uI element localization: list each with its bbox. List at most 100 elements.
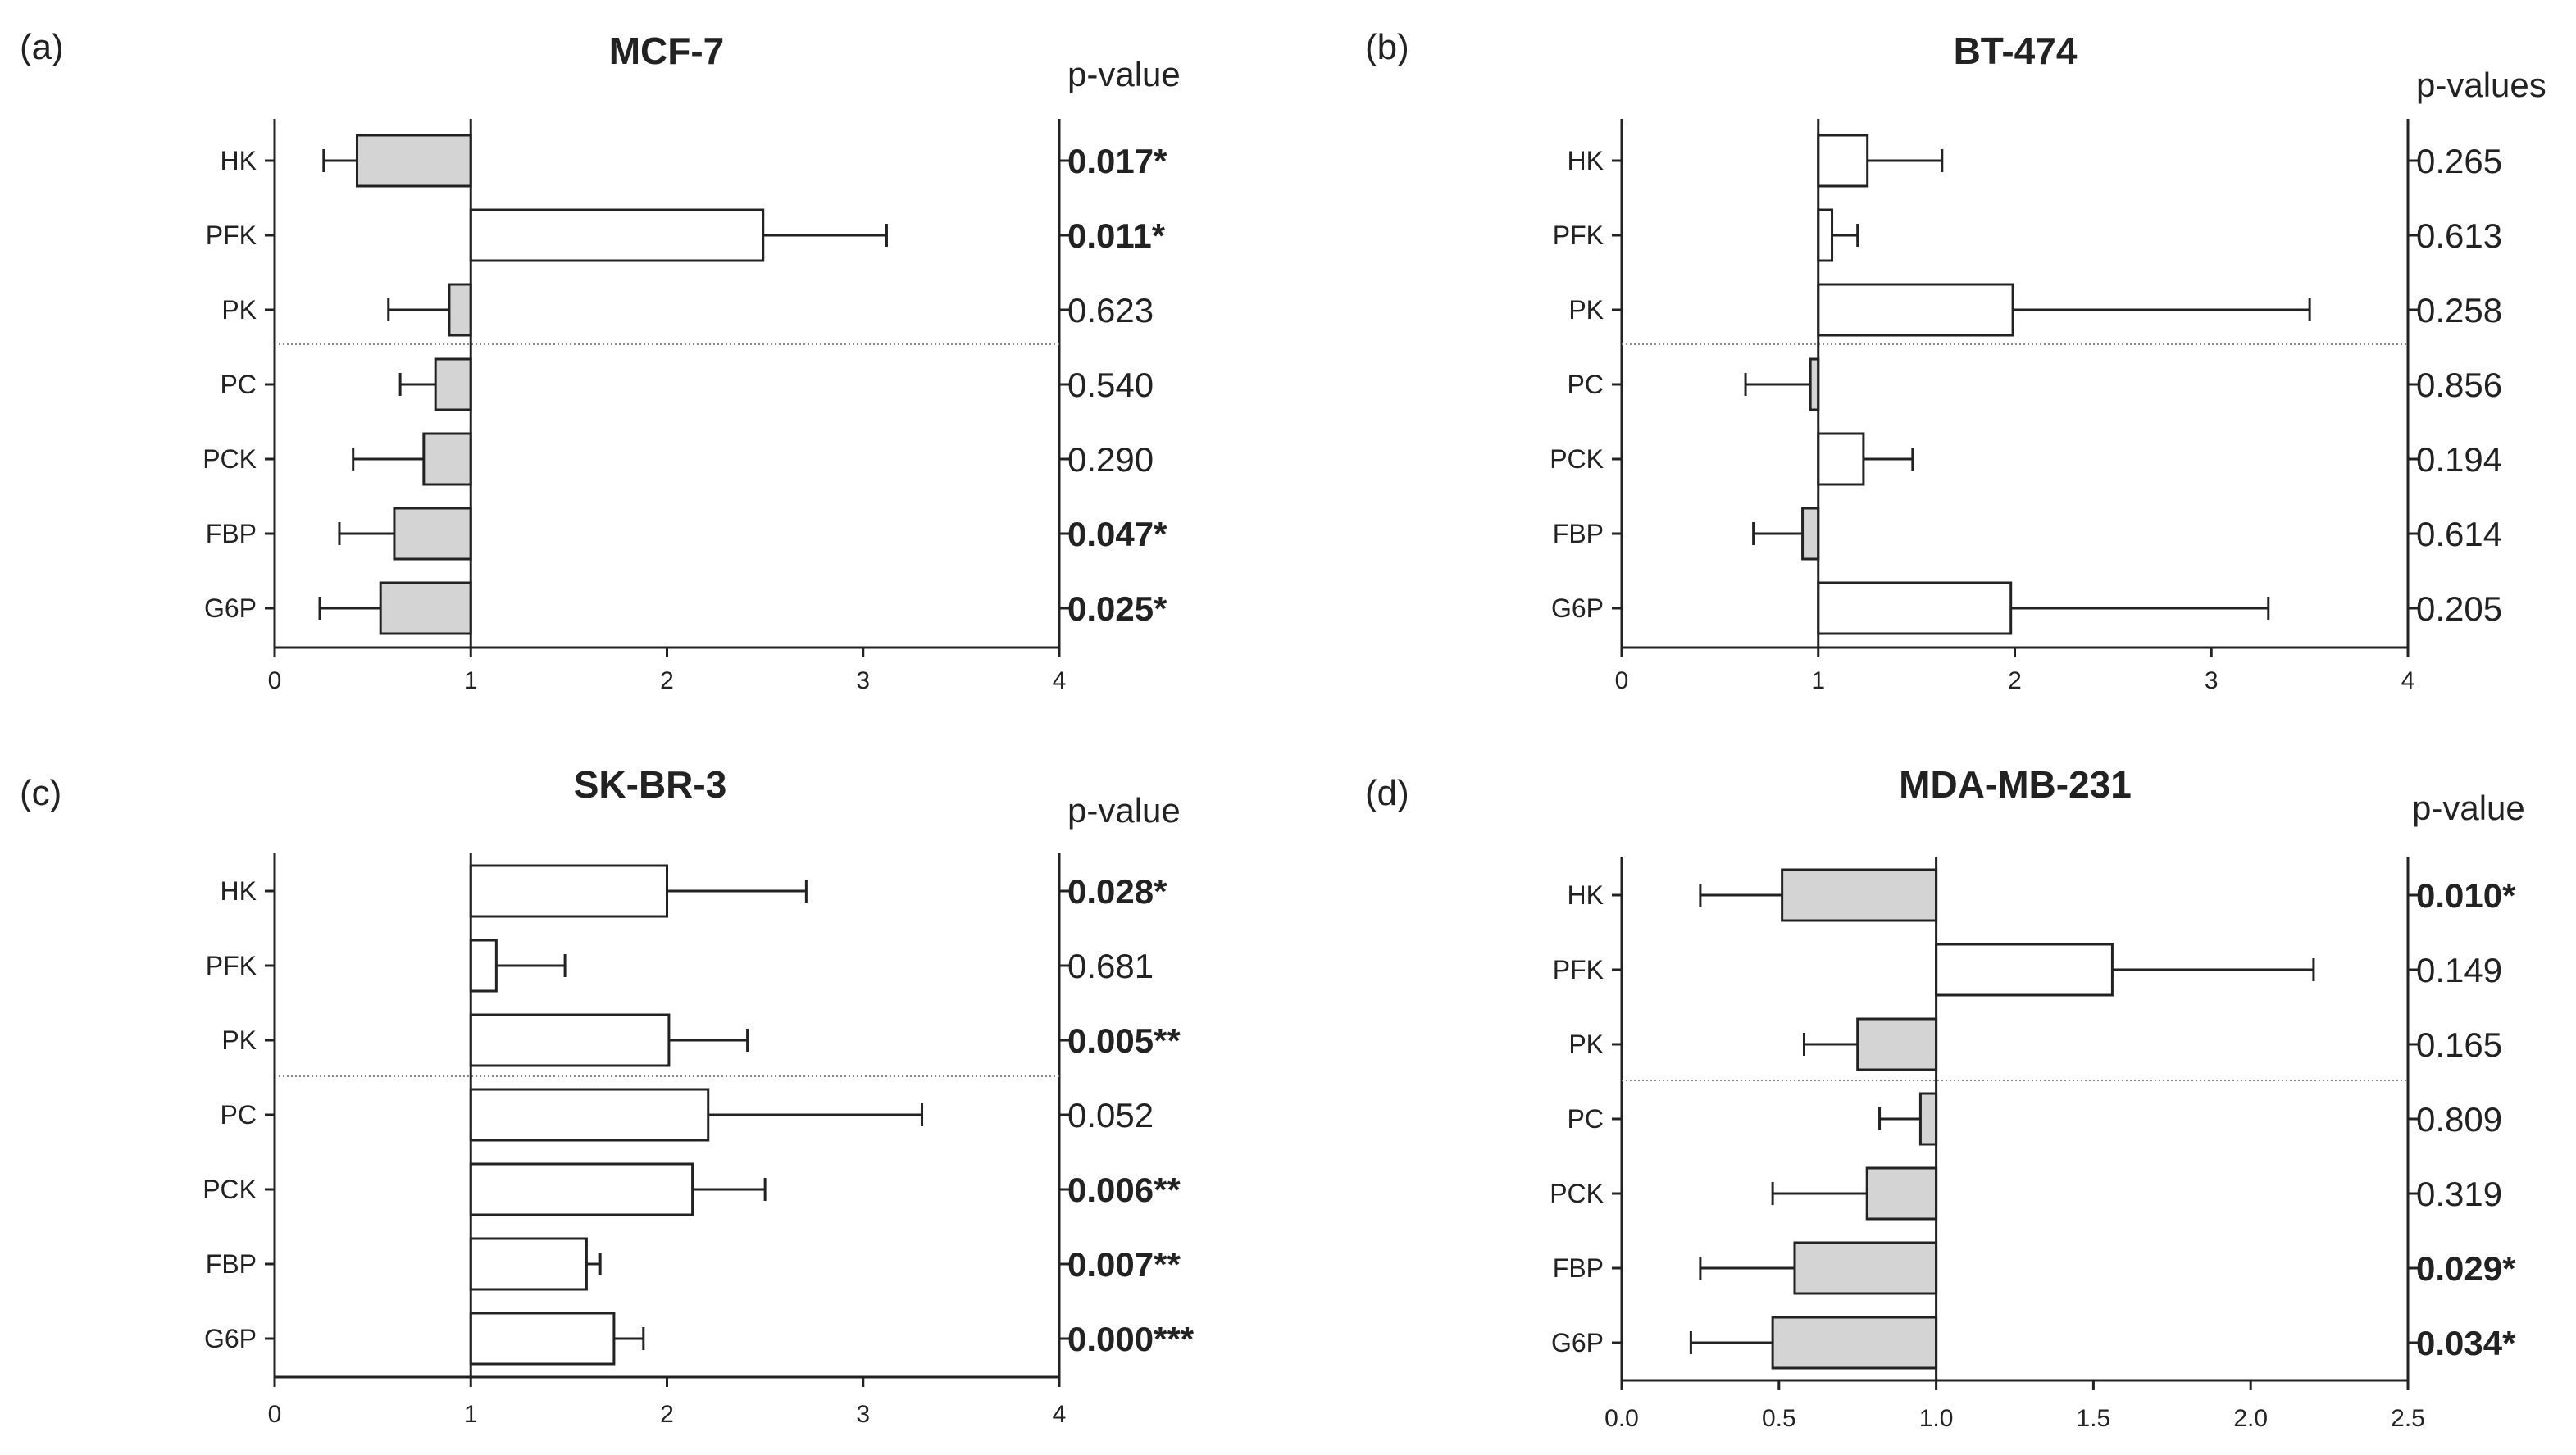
pvalue-pk: 0.623	[1067, 291, 1154, 330]
category-label-pk: PK	[221, 295, 257, 325]
category-label-pfk: PFK	[1553, 955, 1604, 984]
pvalue-pck: 0.194	[2416, 440, 2502, 479]
x-tick-label: 2.5	[2391, 1405, 2425, 1432]
pvalue-pfk: 0.613	[2416, 216, 2502, 255]
pvalue-pc: 0.052	[1067, 1096, 1154, 1134]
x-tick-label: 4	[1053, 1401, 1067, 1428]
chart-panel-4: (d) MDA-MB-231 p-value 0.0 0.5 1.0 1.5 2.0 2.5 HK…	[1365, 763, 2525, 1432]
category-label-pck: PCK	[203, 1175, 257, 1204]
chart-panel-3: (c) SK-BR-3 p-value 0 1 2 3 4 HK 0.028* PFK 0.681 PK…	[20, 763, 1195, 1428]
bar-fbp	[469, 1237, 588, 1291]
x-tick-label: 1.5	[2077, 1405, 2111, 1432]
pvalue-g6p: 0.025*	[1067, 589, 1167, 628]
category-label-fbp: FBP	[1553, 1253, 1604, 1283]
x-tick-label: 0	[1615, 667, 1629, 694]
pvalue-g6p: 0.034*	[2416, 1324, 2516, 1362]
bar-pc	[1918, 1092, 1938, 1146]
chart-panel-1: (a) MCF-7 p-value 0 1 2 3 4 HK 0.017* PFK 0.011* PK 0…	[20, 27, 1181, 694]
category-label-g6p: G6P	[204, 593, 257, 623]
bar-pk	[469, 1013, 671, 1067]
x-tick-label: 2	[2008, 667, 2022, 694]
bar-pck	[1865, 1166, 1938, 1221]
chart-panel-2: (b) BT-474 p-values 0 1 2 3 4 HK 0.265 PFK 0.613 PK 0…	[1365, 27, 2546, 694]
bar-pk	[1856, 1017, 1938, 1071]
x-tick-label: 0.0	[1604, 1405, 1639, 1432]
pvalue-fbp: 0.007**	[1067, 1245, 1181, 1284]
x-tick-label: 2	[660, 667, 674, 694]
pvalue-header: p-value	[1067, 791, 1181, 830]
x-tick-label: 2	[660, 1401, 674, 1428]
bar-pfk	[469, 208, 765, 262]
bar-pck	[469, 1162, 694, 1216]
pvalue-pc: 0.809	[2416, 1100, 2502, 1139]
bar-pfk	[1935, 943, 2114, 997]
bar-hk	[469, 864, 668, 918]
category-label-pc: PC	[221, 370, 257, 399]
pvalue-fbp: 0.614	[2416, 515, 2502, 553]
category-label-pk: PK	[1568, 1030, 1604, 1059]
pvalue-pfk: 0.681	[1067, 947, 1154, 985]
pvalue-pc: 0.540	[1067, 366, 1154, 404]
bar-g6p	[1817, 581, 2013, 635]
pvalue-fbp: 0.029*	[2416, 1249, 2516, 1288]
category-label-hk: HK	[221, 876, 257, 906]
category-label-g6p: G6P	[204, 1324, 257, 1353]
category-label-hk: HK	[1568, 146, 1604, 175]
x-tick-label: 1.0	[1919, 1405, 1954, 1432]
panel-title: BT-474	[1954, 30, 2078, 72]
category-label-pfk: PFK	[206, 221, 257, 250]
pvalue-g6p: 0.000***	[1067, 1320, 1195, 1358]
category-label-pck: PCK	[1550, 1179, 1604, 1208]
pvalue-hk: 0.010*	[2416, 876, 2516, 915]
pvalue-g6p: 0.205	[2416, 589, 2502, 628]
category-label-pfk: PFK	[206, 951, 257, 980]
panel-letter: (a)	[20, 27, 64, 67]
category-label-pck: PCK	[203, 444, 257, 474]
category-label-pc: PC	[1568, 1104, 1604, 1134]
pvalue-hk: 0.265	[2416, 142, 2502, 180]
x-tick-label: 3	[2205, 667, 2219, 694]
bar-g6p	[1771, 1316, 1938, 1370]
x-tick-label: 2.0	[2233, 1405, 2268, 1432]
x-tick-label: 3	[856, 1401, 870, 1428]
bar-fbp	[1801, 507, 1820, 561]
category-label-pck: PCK	[1550, 444, 1604, 474]
pvalue-pk: 0.005**	[1067, 1021, 1181, 1060]
category-label-g6p: G6P	[1551, 593, 1604, 623]
category-label-pc: PC	[1568, 370, 1604, 399]
x-tick-label: 0	[268, 1401, 282, 1428]
bar-hk	[1817, 134, 1869, 188]
panel-letter: (c)	[20, 773, 61, 813]
x-tick-label: 0	[268, 667, 282, 694]
pvalue-pk: 0.258	[2416, 291, 2502, 330]
pvalue-pfk: 0.011*	[1067, 216, 1166, 255]
x-tick-label: 4	[2401, 667, 2415, 694]
pvalue-header: p-values	[2416, 66, 2546, 104]
bar-hk	[1781, 868, 1938, 922]
x-tick-label: 3	[856, 667, 870, 694]
x-tick-label: 1	[1811, 667, 1825, 694]
pvalue-hk: 0.017*	[1067, 142, 1167, 180]
x-tick-label: 1	[464, 1401, 478, 1428]
category-label-pk: PK	[221, 1025, 257, 1055]
panel-title: MDA-MB-231	[1899, 763, 2132, 806]
category-label-pc: PC	[221, 1100, 257, 1130]
category-label-fbp: FBP	[206, 1249, 257, 1279]
category-label-fbp: FBP	[206, 519, 257, 548]
bar-pc	[434, 357, 472, 411]
bar-hk	[355, 134, 472, 188]
panel-letter: (b)	[1365, 27, 1409, 67]
bar-g6p	[379, 581, 472, 635]
panel-title: SK-BR-3	[574, 763, 727, 806]
pvalue-pck: 0.006**	[1067, 1171, 1181, 1209]
bar-fbp	[393, 507, 472, 561]
bar-g6p	[469, 1312, 616, 1366]
x-tick-label: 1	[464, 667, 478, 694]
category-label-hk: HK	[1568, 880, 1604, 910]
pvalue-header: p-value	[2412, 789, 2525, 827]
bar-pc	[469, 1088, 710, 1142]
bar-pk	[448, 283, 472, 337]
pvalue-header: p-value	[1067, 55, 1181, 93]
x-tick-label: 0.5	[1762, 1405, 1796, 1432]
